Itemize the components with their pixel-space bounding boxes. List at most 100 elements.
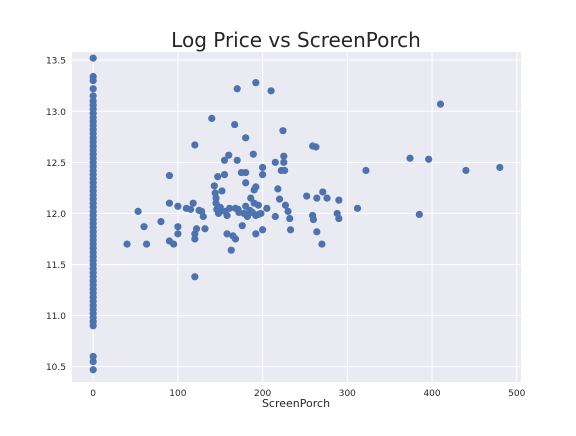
- data-point: [281, 166, 289, 175]
- data-point: [227, 246, 235, 254]
- data-point: [89, 357, 97, 366]
- data-point: [496, 163, 504, 172]
- data-point: [259, 171, 267, 179]
- x-tick-label: 200: [254, 389, 271, 399]
- data-point: [189, 199, 197, 207]
- data-point: [318, 240, 326, 248]
- data-point: [89, 352, 97, 361]
- data-point: [271, 158, 279, 166]
- data-point: [242, 179, 250, 187]
- x-axis-label: ScreenPorch: [262, 397, 330, 410]
- data-point: [220, 156, 229, 164]
- x-tick-labels: 0 100 200 300 400 500: [90, 389, 525, 399]
- data-point: [208, 114, 216, 123]
- data-point: [233, 85, 241, 93]
- data-point: [201, 225, 209, 233]
- data-point: [415, 210, 423, 219]
- data-point: [313, 194, 321, 202]
- data-point: [259, 226, 267, 234]
- data-point: [252, 230, 260, 238]
- data-point: [312, 143, 320, 151]
- data-point: [335, 214, 343, 223]
- data-point: [191, 273, 199, 281]
- data-point: [210, 182, 218, 190]
- data-point: [362, 166, 370, 175]
- data-point: [165, 199, 174, 207]
- data-point: [89, 366, 97, 374]
- data-point: [192, 225, 201, 233]
- y-tick-label: 13.5: [46, 57, 66, 67]
- data-point: [284, 207, 292, 215]
- data-point: [462, 166, 470, 175]
- data-point: [225, 151, 233, 159]
- y-tick-label: 11.0: [46, 312, 66, 322]
- data-point: [254, 201, 262, 209]
- data-point: [279, 127, 287, 135]
- data-point: [275, 195, 284, 203]
- data-point: [89, 92, 97, 100]
- data-point: [231, 120, 239, 129]
- data-point: [233, 156, 241, 164]
- data-point: [191, 141, 199, 149]
- y-tick-label: 12.5: [46, 159, 66, 169]
- data-point: [252, 79, 260, 87]
- plot-background: [72, 52, 521, 382]
- data-point: [212, 194, 220, 202]
- data-point: [280, 158, 288, 166]
- data-point: [223, 211, 231, 220]
- data-point: [238, 222, 246, 230]
- data-point: [247, 194, 255, 202]
- data-point: [286, 226, 295, 234]
- data-point: [187, 205, 195, 213]
- data-point: [406, 154, 414, 162]
- data-point: [436, 100, 445, 108]
- chart-title: Log Price vs ScreenPorch: [171, 28, 421, 52]
- data-point: [257, 209, 265, 218]
- data-point: [140, 223, 148, 231]
- data-point: [134, 207, 142, 215]
- data-point: [218, 187, 226, 195]
- data-point: [191, 235, 199, 243]
- data-point: [303, 192, 311, 200]
- x-tick-label: 500: [508, 389, 525, 399]
- x-tick-label: 400: [423, 389, 440, 399]
- data-point: [353, 204, 362, 212]
- data-point: [319, 188, 327, 196]
- data-point: [220, 171, 229, 179]
- x-tick-label: 300: [339, 389, 356, 399]
- data-point: [142, 240, 151, 248]
- data-point: [335, 196, 343, 204]
- data-point: [249, 150, 257, 158]
- data-point: [165, 172, 174, 180]
- data-point: [281, 201, 290, 209]
- data-point: [280, 152, 288, 160]
- data-point: [174, 223, 182, 231]
- data-point: [274, 185, 282, 193]
- y-tick-label: 10.5: [46, 363, 66, 373]
- data-point: [271, 212, 279, 221]
- data-point: [170, 240, 178, 248]
- data-point: [214, 173, 222, 181]
- data-point: [309, 215, 318, 224]
- data-point: [199, 212, 207, 221]
- x-tick-label: 0: [90, 389, 96, 399]
- data-point: [216, 207, 224, 215]
- data-point: [231, 235, 240, 243]
- data-point: [252, 183, 260, 191]
- data-point: [223, 230, 231, 238]
- data-points: [89, 54, 504, 374]
- data-point: [242, 134, 250, 142]
- data-point: [263, 204, 271, 212]
- data-point: [174, 230, 182, 238]
- y-tick-label: 12.0: [46, 210, 66, 220]
- data-point: [225, 204, 234, 212]
- data-point: [89, 77, 97, 85]
- data-point: [89, 54, 97, 62]
- data-point: [425, 155, 433, 163]
- data-point: [89, 85, 97, 93]
- data-point: [174, 202, 182, 210]
- data-point: [242, 168, 250, 177]
- data-point: [286, 214, 294, 223]
